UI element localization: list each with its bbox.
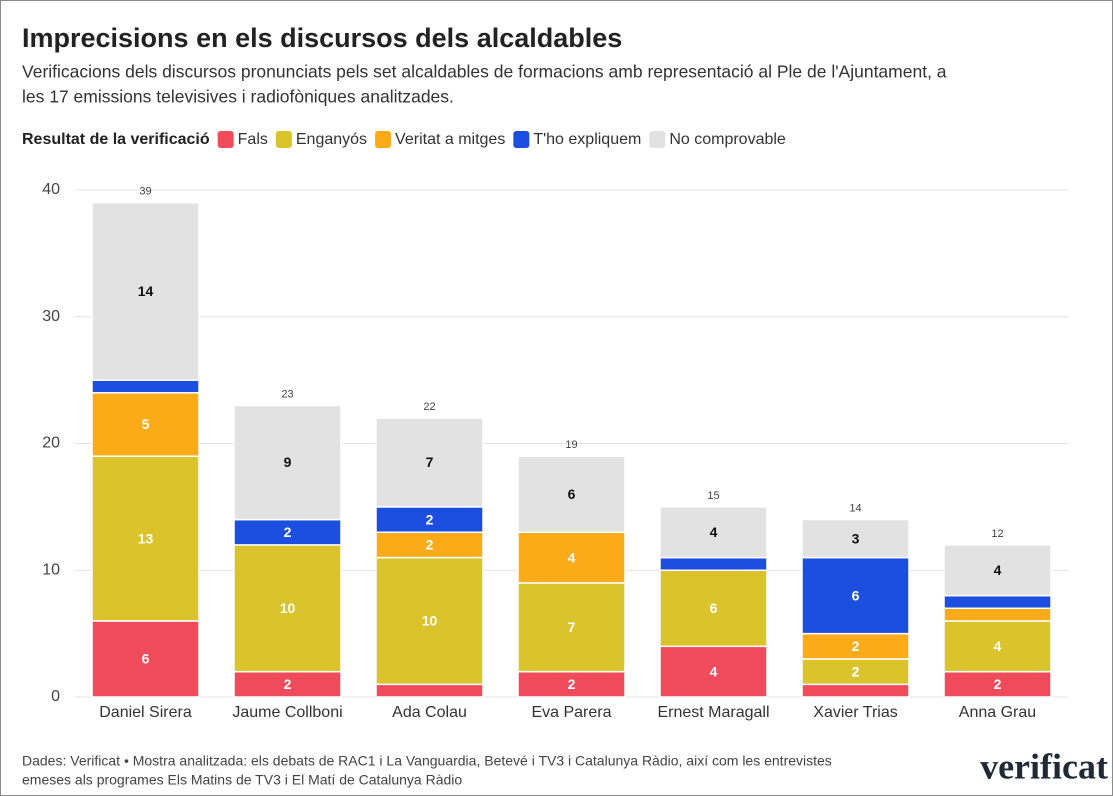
x-tick-label: Eva Parera xyxy=(531,704,611,721)
bar-segment xyxy=(375,683,484,698)
bar-segment xyxy=(943,670,1052,698)
bar-segment xyxy=(517,455,626,533)
data-label: 4 xyxy=(994,638,1002,654)
bar-segment xyxy=(943,607,1052,622)
legend-title: Resultat de la verificació xyxy=(22,131,210,148)
bar-segment xyxy=(659,645,768,698)
legend-label: Fals xyxy=(238,131,268,148)
data-label: 2 xyxy=(852,638,860,654)
legend-label: Veritat a mitges xyxy=(395,131,505,148)
total-label: 12 xyxy=(991,528,1003,540)
total-label: 22 xyxy=(423,401,435,413)
y-tick-label: 30 xyxy=(42,308,60,325)
data-label: 2 xyxy=(426,537,434,553)
bar-segment xyxy=(659,556,768,572)
data-label: 10 xyxy=(280,600,296,616)
data-label: 7 xyxy=(426,454,434,470)
data-label: 2 xyxy=(426,511,434,527)
bar-segment xyxy=(91,620,200,698)
total-label: 23 xyxy=(281,388,293,400)
legend-swatch xyxy=(649,131,666,148)
bar-segment xyxy=(659,506,768,559)
legend-swatch xyxy=(375,131,392,148)
bar-segment xyxy=(233,404,342,521)
subtitle: Verificacions dels discursos pronunciats… xyxy=(22,62,947,82)
legend-label: T'ho expliquem xyxy=(533,131,641,148)
data-label: 2 xyxy=(852,663,860,679)
bar-segment xyxy=(801,556,910,635)
data-label: 14 xyxy=(138,283,154,299)
bar-segment xyxy=(233,518,342,546)
data-label: 4 xyxy=(994,562,1002,578)
legend-swatch xyxy=(217,131,234,148)
bar-segment xyxy=(659,569,768,648)
data-label: 10 xyxy=(422,613,438,629)
bar-segment xyxy=(91,379,200,394)
data-label: 6 xyxy=(710,600,718,616)
y-tick-label: 0 xyxy=(51,688,60,705)
chart-title: Imprecisions en els discursos dels alcal… xyxy=(22,23,622,53)
data-label: 2 xyxy=(284,524,292,540)
source: Dades: Verificat • Mostra analitzada: el… xyxy=(22,753,832,769)
bar-segment xyxy=(517,670,626,698)
bar-segment xyxy=(91,201,200,381)
data-label: 2 xyxy=(284,676,292,692)
total-label: 14 xyxy=(849,502,861,514)
total-label: 19 xyxy=(565,439,577,451)
bar-segment xyxy=(943,544,1052,597)
data-label: 3 xyxy=(852,530,860,546)
bar-segment xyxy=(517,531,626,584)
data-label: 6 xyxy=(852,587,860,603)
bar-segment xyxy=(943,620,1052,673)
x-tick-label: Ernest Maragall xyxy=(657,704,769,721)
y-tick-label: 40 xyxy=(42,181,60,198)
x-tick-label: Jaume Collboni xyxy=(232,704,342,721)
data-label: 4 xyxy=(710,663,718,679)
data-label: 2 xyxy=(568,676,576,692)
bar-segment xyxy=(801,518,910,559)
bar-segment xyxy=(517,582,626,673)
x-tick-label: Anna Grau xyxy=(959,704,1036,721)
x-tick-label: Xavier Trias xyxy=(813,704,897,721)
legend-swatch xyxy=(513,131,530,148)
bar-segment xyxy=(375,556,484,686)
source: emeses als programes Els Matins de TV3 i… xyxy=(22,772,462,788)
data-label: 5 xyxy=(142,416,150,432)
total-label: 15 xyxy=(707,490,719,502)
bar-segment xyxy=(375,417,484,508)
data-label: 13 xyxy=(138,530,154,546)
legend-label: No comprovable xyxy=(669,131,786,148)
data-label: 7 xyxy=(568,619,576,635)
data-label: 4 xyxy=(710,524,718,540)
bar-segment xyxy=(375,506,484,533)
total-label: 39 xyxy=(139,186,151,198)
data-label: 9 xyxy=(284,454,292,470)
bar-segment xyxy=(801,683,910,698)
data-label: 6 xyxy=(142,651,150,667)
y-tick-label: 10 xyxy=(42,561,60,578)
x-tick-label: Ada Colau xyxy=(392,704,467,721)
legend-swatch xyxy=(275,131,292,148)
data-label: 2 xyxy=(994,676,1002,692)
y-tick-label: 20 xyxy=(42,435,60,452)
subtitle: les 17 emissions televisives i radiofòni… xyxy=(22,87,454,107)
bar-segment xyxy=(233,544,342,673)
data-label: 6 xyxy=(568,486,576,502)
legend-label: Enganyós xyxy=(296,131,367,148)
logo: verificat xyxy=(980,746,1108,786)
data-label: 4 xyxy=(568,549,576,565)
x-tick-label: Daniel Sirera xyxy=(99,704,192,721)
bar-segment xyxy=(943,594,1052,610)
bar-segment xyxy=(801,632,910,660)
